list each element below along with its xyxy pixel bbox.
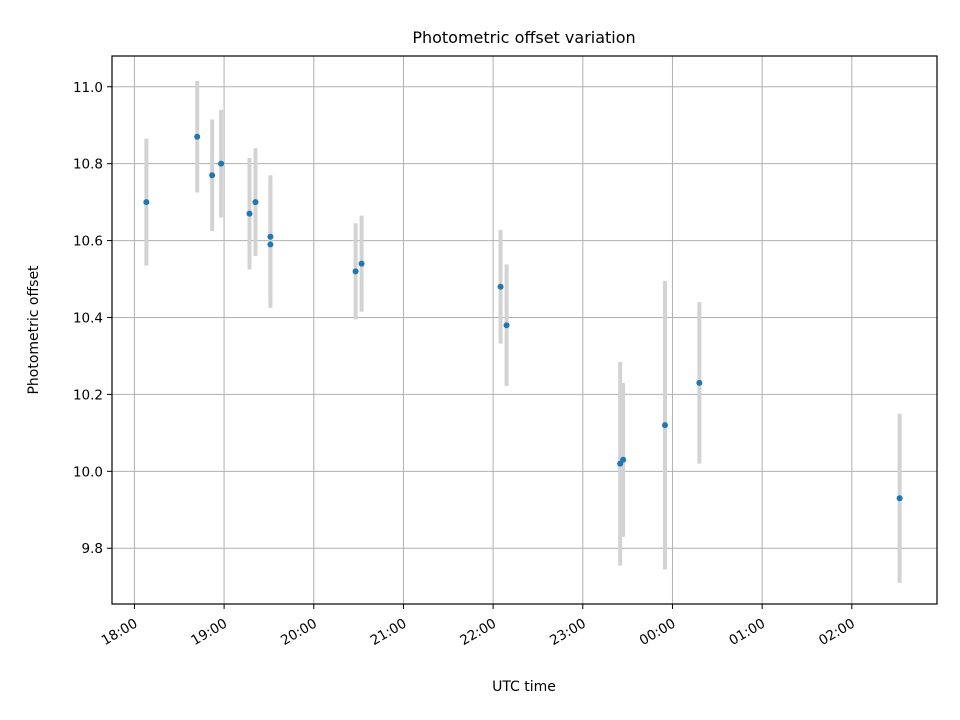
y-axis-ticks: 9.8 10.0 10.2 10.4 10.6 10.8 11.0 [73, 80, 112, 557]
data-point [252, 199, 259, 206]
y-axis-label: Photometric offset [26, 265, 42, 395]
data-point [143, 199, 150, 206]
grid [112, 56, 937, 604]
y-tick-label: 10.0 [73, 464, 103, 480]
data-point [218, 160, 225, 167]
data-point [620, 456, 627, 463]
y-tick-label: 9.8 [82, 541, 103, 557]
data-point [267, 233, 274, 240]
data-point [246, 210, 253, 217]
y-tick-label: 10.4 [73, 311, 103, 327]
data-point [896, 495, 903, 502]
y-tick-label: 10.8 [73, 157, 103, 173]
data-point [267, 241, 274, 248]
y-tick-label: 11.0 [73, 80, 103, 96]
data-point [661, 422, 668, 429]
data-point [194, 133, 201, 140]
data-point [352, 268, 359, 275]
chart-title: Photometric offset variation [412, 28, 635, 47]
data-point [497, 283, 504, 290]
data-point [696, 379, 703, 386]
y-tick-label: 10.6 [73, 234, 103, 250]
data-points [143, 133, 903, 502]
data-point [503, 322, 510, 329]
data-point [358, 260, 365, 267]
plot-frame [111, 55, 938, 605]
y-tick-label: 10.2 [73, 387, 103, 403]
data-point [209, 172, 216, 179]
x-axis-label: UTC time [492, 679, 556, 695]
